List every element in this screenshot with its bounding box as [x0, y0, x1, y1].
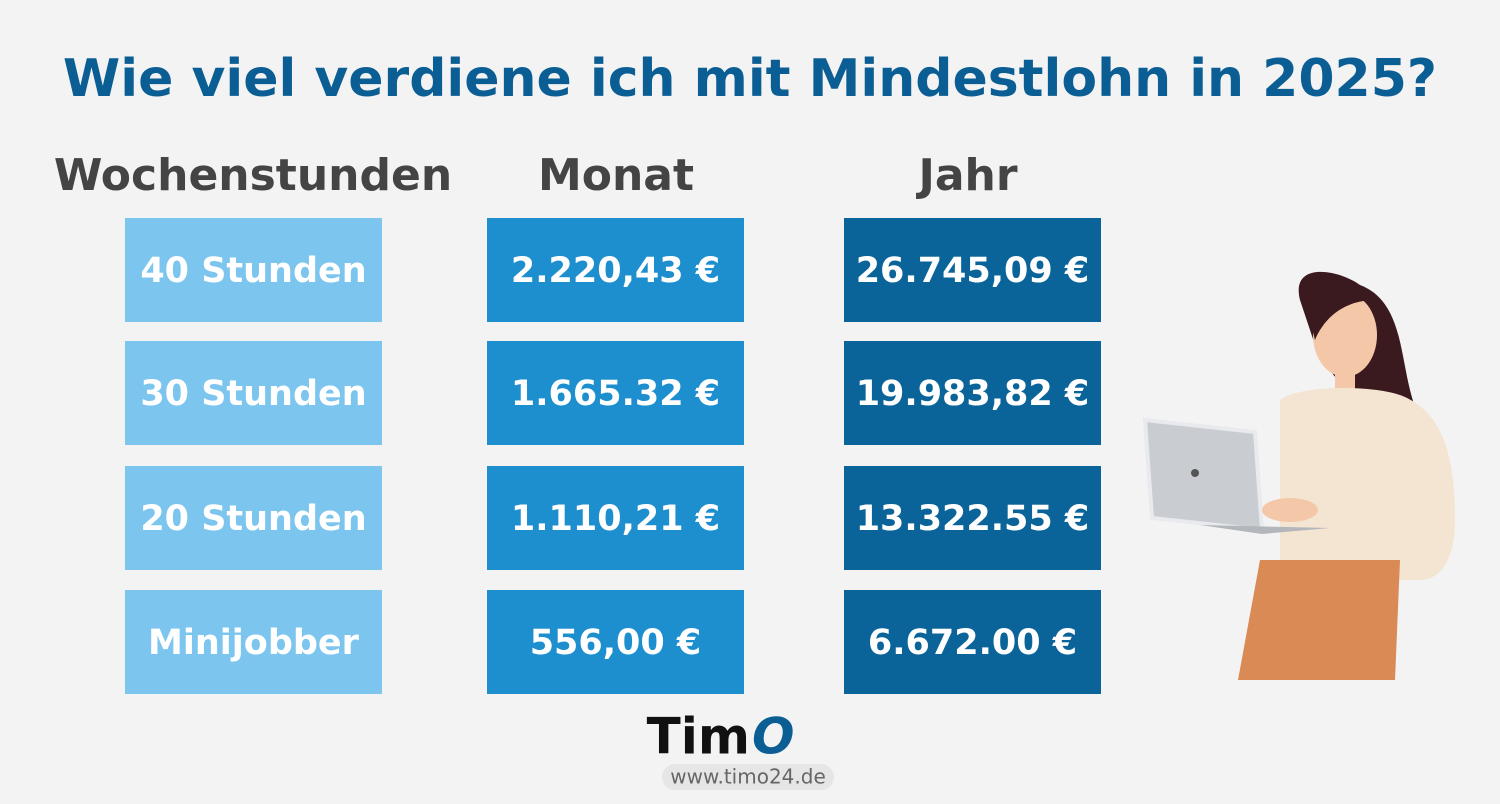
- cell-text: 20 Stunden: [140, 499, 366, 539]
- cell: [487, 590, 744, 694]
- cell: [487, 466, 744, 570]
- cell-text: Minijobber: [148, 623, 360, 663]
- cell: [844, 466, 1101, 570]
- cell-text: 2.220,43 €: [511, 251, 720, 291]
- cell-text: 40 Stunden: [140, 251, 366, 291]
- cell: [487, 218, 744, 322]
- cell: [125, 466, 382, 570]
- illustration: [1142, 271, 1455, 680]
- cell-text: 1.665.32 €: [511, 374, 720, 414]
- cell-text: 13.322.55 €: [856, 499, 1090, 539]
- cell: [487, 341, 744, 445]
- cell-text: 6.672.00 €: [868, 623, 1077, 663]
- url-background: [662, 764, 834, 790]
- title: Wie viel verdiene ich mit Mindestlohn in…: [63, 49, 1437, 109]
- column-header: Wochenstunden: [54, 150, 452, 201]
- table: Wochenstunden Monat Jahr 40 Stunden 2.220,43…: [54, 150, 1101, 694]
- cell: [125, 341, 382, 445]
- cell-text: 556,00 €: [530, 623, 702, 663]
- cell: [125, 590, 382, 694]
- url: www.timo24.de: [670, 765, 826, 789]
- cell-text: 19.983,82 €: [856, 374, 1090, 414]
- logo-mark: O: [752, 708, 795, 766]
- cell: [844, 590, 1101, 694]
- cell-text: 26.745,09 €: [856, 251, 1090, 291]
- cell: [125, 218, 382, 322]
- cell-text: 30 Stunden: [140, 374, 366, 414]
- logo-text: Tim: [647, 708, 750, 766]
- column-header: Jahr: [915, 150, 1017, 201]
- cell: [844, 218, 1101, 322]
- cell-text: 1.110,21 €: [511, 499, 720, 539]
- cell: [844, 341, 1101, 445]
- column-header: Monat: [538, 150, 694, 201]
